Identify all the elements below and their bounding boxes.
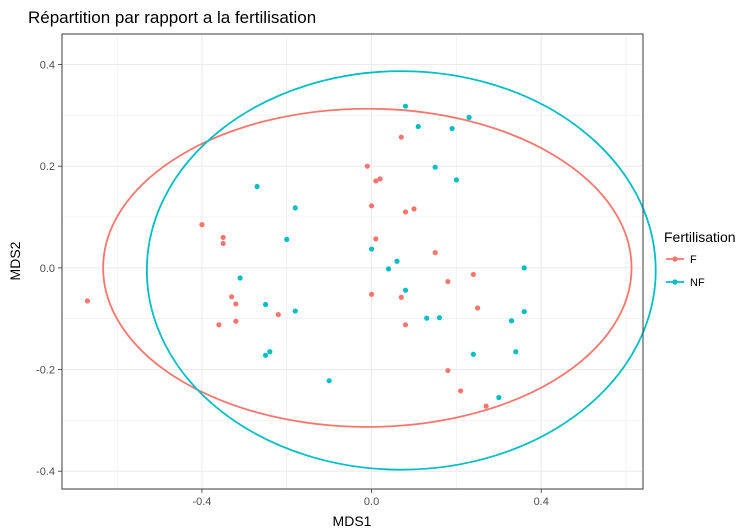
points (84, 103, 527, 409)
y-tick-label: -0.4 (36, 466, 55, 478)
point-f (275, 312, 281, 318)
legend-label: NF (690, 277, 705, 289)
point-f (216, 322, 222, 328)
y-tick-label: 0.0 (40, 263, 55, 275)
point-f (373, 178, 379, 184)
x-tick-label: 0.0 (364, 496, 379, 508)
point-nf (436, 315, 443, 321)
point-nf (262, 301, 269, 308)
point-f (84, 298, 91, 304)
point-f (368, 203, 375, 209)
point-f (398, 294, 404, 300)
plot-border (61, 33, 644, 490)
y-tick-label: 0.2 (40, 161, 55, 173)
point-f (220, 234, 226, 240)
point-nf (402, 103, 409, 109)
point-f (445, 367, 451, 374)
point-f (377, 176, 383, 182)
plot-panel (61, 33, 644, 490)
point-nf (415, 123, 421, 130)
ellipse-f (102, 107, 633, 428)
point-nf (292, 308, 298, 314)
grid (62, 34, 643, 489)
point-nf (262, 352, 269, 358)
legend-key-point (672, 279, 678, 285)
point-f (432, 250, 438, 256)
chart-title: Répartition par rapport a la fertilisati… (28, 8, 316, 27)
point-nf (237, 275, 243, 281)
point-nf (254, 183, 260, 190)
legend: Fertilisation F NF (664, 229, 736, 289)
legend-label: F (690, 254, 697, 266)
point-f (470, 271, 476, 278)
point-nf (267, 349, 273, 355)
point-f (364, 163, 370, 169)
point-nf (424, 315, 430, 321)
point-f (483, 403, 489, 409)
point-nf (453, 177, 460, 183)
point-nf (521, 308, 527, 315)
point-nf (508, 318, 515, 324)
ellipse-nf (145, 70, 657, 471)
x-ticks: -0.4 0.0 0.4 (192, 489, 549, 508)
point-nf (449, 125, 455, 132)
legend-item-f: F (666, 254, 697, 266)
point-nf (385, 266, 392, 272)
point-nf (513, 349, 519, 355)
point-f (229, 294, 235, 300)
point-f (402, 322, 409, 328)
y-ticks: -0.4 -0.2 0.0 0.2 0.4 (36, 60, 62, 478)
point-f (199, 222, 205, 228)
y-tick-label: 0.4 (40, 60, 55, 72)
y-tick-label: -0.2 (36, 365, 55, 377)
point-nf (292, 205, 298, 211)
point-nf (432, 164, 438, 170)
point-nf (284, 236, 290, 242)
point-f (398, 134, 404, 140)
point-f (402, 209, 409, 215)
point-nf (470, 351, 476, 357)
ellipses (102, 70, 657, 471)
point-f (233, 301, 239, 307)
point-f (373, 236, 379, 242)
point-f (220, 240, 226, 247)
x-tick-label: -0.4 (192, 496, 211, 508)
point-f (411, 206, 417, 212)
x-tick-label: 0.4 (534, 496, 549, 508)
y-axis-title: MDS2 (7, 241, 23, 280)
point-nf (326, 378, 332, 384)
point-f (458, 388, 464, 394)
point-f (445, 278, 451, 285)
point-nf (368, 246, 375, 252)
point-nf (521, 265, 527, 271)
point-f (233, 318, 239, 324)
point-f (475, 305, 481, 311)
legend-item-nf: NF (666, 277, 705, 289)
point-nf (394, 258, 400, 264)
point-f (368, 291, 375, 297)
legend-key-point (672, 256, 678, 262)
point-nf (496, 394, 502, 401)
x-axis-title: MDS1 (333, 513, 372, 529)
point-nf (402, 287, 409, 293)
legend-title: Fertilisation (664, 229, 736, 245)
point-nf (466, 114, 472, 120)
